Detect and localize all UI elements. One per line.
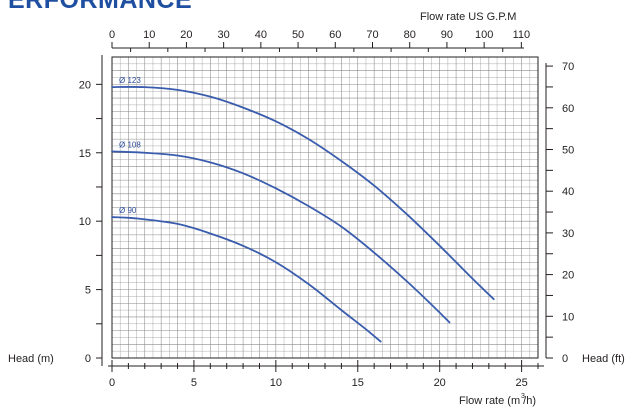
y-tick-label: 20: [79, 79, 91, 91]
x2-tick-label: 40: [255, 29, 267, 41]
x2-tick-label: 0: [109, 29, 115, 41]
x2-tick-label: 90: [441, 29, 453, 41]
y2-tick-label: 40: [562, 186, 574, 198]
x-tick-label: 25: [515, 377, 527, 389]
plot-frame: [111, 56, 539, 359]
labels: Ø 123 Ø 108 Ø 90: [119, 76, 141, 215]
section-heading: ERFORMANCE: [8, 0, 193, 14]
pump-curve-3: [111, 216, 382, 343]
y-axis-title: Head (m): [8, 353, 54, 365]
curve-label: Ø 90: [119, 206, 137, 215]
x-tick-label: 5: [191, 377, 197, 389]
curve-label: Ø 123: [119, 76, 141, 85]
x-axis-title: Flow rate (m /h): [459, 395, 536, 407]
y2-axis-title: Head (ft): [582, 353, 625, 365]
x2-tick-label: 30: [218, 29, 230, 41]
x-tick-label: 10: [270, 377, 282, 389]
y2-tick-label: 10: [562, 311, 574, 323]
curves: [111, 85, 495, 343]
pump-curve-2: [111, 150, 451, 324]
x-axis-title-text: Flow rate (m /h): [459, 395, 536, 407]
x2-tick-label: 110: [513, 29, 531, 41]
pump-curve-1: [111, 85, 495, 301]
curve-label: Ø 108: [119, 140, 141, 149]
y2-tick-label: 30: [562, 228, 574, 240]
x2-tick-label: 20: [180, 29, 192, 41]
x2-tick-label: 50: [292, 29, 304, 41]
x-tick-label: 20: [434, 377, 446, 389]
y-tick-label: 0: [85, 353, 91, 365]
x-tick-label: 15: [352, 377, 364, 389]
x2-tick-label: 80: [404, 29, 416, 41]
y2-tick-label: 50: [562, 144, 574, 156]
y2-tick-label: 70: [562, 61, 574, 73]
y2-tick-label: 0: [562, 353, 568, 365]
x2-axis-title: Flow rate US G.P.M: [420, 11, 516, 23]
x2-tick-label: 10: [143, 29, 155, 41]
axes: 0 5 10 15 20 250 10 20 30 40 50 60 70 80 90 100 11005101…: [79, 29, 575, 389]
x2-tick-label: 100: [475, 29, 493, 41]
x-axis-title-superscript: 3: [521, 393, 525, 400]
x2-tick-label: 70: [366, 29, 378, 41]
y-tick-label: 5: [85, 285, 91, 297]
grid: [111, 56, 539, 359]
x-tick-label: 0: [109, 377, 115, 389]
y-tick-label: 15: [79, 148, 91, 160]
y2-tick-label: 20: [562, 270, 574, 282]
y-tick-label: 10: [79, 216, 91, 228]
y2-tick-label: 60: [562, 103, 574, 115]
x2-tick-label: 60: [329, 29, 341, 41]
